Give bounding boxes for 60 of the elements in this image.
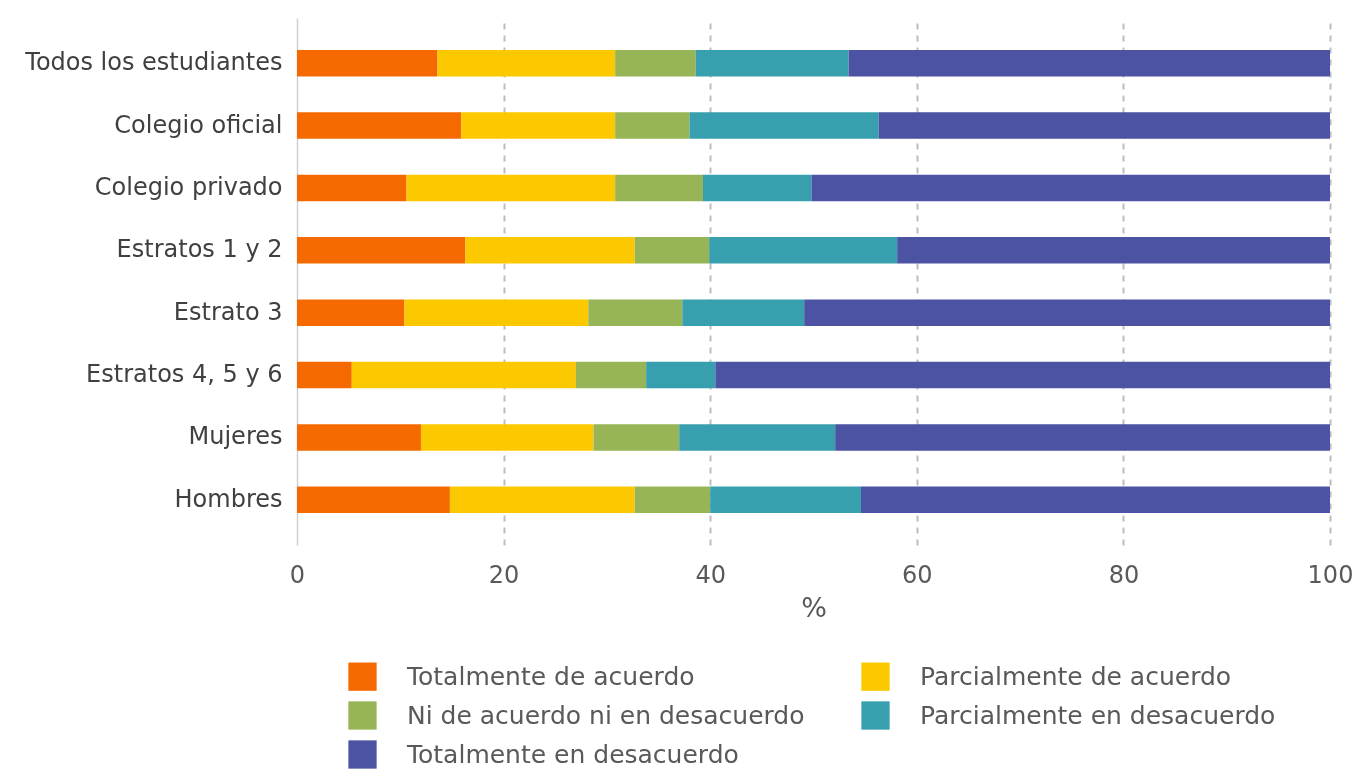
legend-label: Parcialmente en desacuerdo: [920, 700, 1276, 730]
bar: [449, 486, 635, 514]
bar: [437, 49, 616, 77]
y-tick-label: Colegio privado: [94, 172, 283, 201]
bar: [461, 112, 616, 139]
bar: [406, 174, 616, 202]
bar: [634, 486, 711, 514]
bar: [679, 424, 836, 451]
bar: [709, 237, 898, 264]
bar: [804, 299, 1330, 326]
y-tick-label: Todos los estudiantes: [24, 48, 283, 77]
x-tick-label: 20: [488, 560, 520, 589]
bar: [297, 174, 407, 202]
bar: [897, 237, 1330, 264]
bar: [404, 299, 589, 326]
bar: [689, 112, 879, 139]
bar: [710, 486, 862, 514]
bar: [682, 299, 805, 326]
bar: [297, 361, 352, 389]
y-tick-label: Estratos 1 y 2: [116, 235, 283, 264]
bar: [811, 174, 1330, 202]
y-tick-label: Estratos 4, 5 y 6: [86, 360, 283, 389]
x-tick-label: 60: [902, 560, 933, 589]
x-axis-title: %: [801, 591, 827, 623]
x-tick-label: 40: [695, 560, 726, 589]
bar: [634, 237, 710, 264]
bar: [702, 174, 812, 202]
bar: [297, 486, 450, 514]
x-tick-label: 80: [1108, 560, 1140, 589]
bar: [297, 299, 405, 326]
bar: [575, 361, 647, 389]
bar: [835, 424, 1330, 451]
bar: [351, 361, 576, 389]
bar: [593, 424, 680, 451]
x-tick-label: 100: [1307, 560, 1354, 589]
bar: [297, 237, 466, 264]
y-tick-label: Mujeres: [188, 422, 283, 451]
y-tick-label: Hombres: [174, 484, 283, 513]
y-tick-label: Colegio oficial: [114, 110, 283, 139]
y-tick-label: Estrato 3: [173, 297, 283, 326]
bar: [297, 49, 438, 77]
bar: [695, 49, 849, 77]
legend-label: Parcialmente de acuerdo: [920, 661, 1232, 691]
bar: [615, 49, 696, 77]
legend-label: Totalmente en desacuerdo: [406, 739, 739, 769]
bar: [861, 486, 1330, 514]
legend-label: Ni de acuerdo ni en desacuerdo: [407, 700, 805, 730]
bar: [878, 112, 1330, 139]
bar: [465, 237, 635, 264]
bar: [615, 174, 703, 202]
bar: [297, 424, 421, 451]
bar: [848, 49, 1330, 77]
bar: [715, 361, 1330, 389]
legend-label: Totalmente de acuerdo: [406, 661, 695, 691]
bar: [588, 299, 683, 326]
bar: [420, 424, 594, 451]
bar: [615, 112, 690, 139]
bar: [646, 361, 716, 389]
bar: [297, 112, 462, 139]
x-tick-label: 0: [289, 560, 306, 589]
